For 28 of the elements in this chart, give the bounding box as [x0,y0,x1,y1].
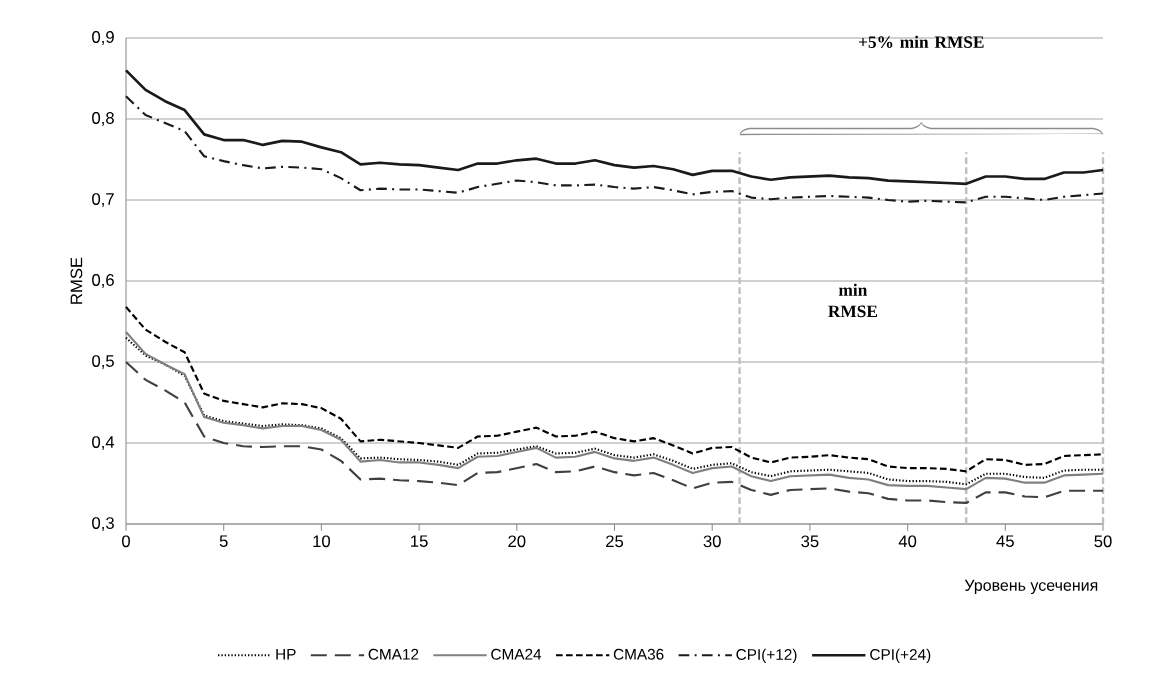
annotation: min RMSE [828,283,878,318]
y-tick-label: 0,8 [92,112,114,126]
legend-label: CMA12 [368,648,419,660]
x-tick-label: 25 [606,535,624,548]
legend-label: CMA36 [613,648,664,660]
x-tick-label: 20 [508,535,526,548]
x-tick-label: 15 [411,535,428,548]
y-tick-label: 0,6 [92,274,114,288]
y-tick-label: 0,5 [92,355,114,369]
legend-label: CMA24 [491,648,542,660]
x-tick-label: 45 [996,535,1014,548]
y-tick-label: 0,7 [92,193,114,207]
x-axis-title: Уровень усечения [964,579,1098,595]
x-tick-label: 35 [801,535,819,548]
annotation: +5% min RMSE [859,35,984,48]
x-tick-label: 5 [219,535,228,548]
y-tick-label: 0,9 [92,31,114,45]
legend-label: CPI(+24) [870,648,931,663]
y-tick-label: 0,4 [92,436,115,450]
x-tick-label: 50 [1094,535,1112,548]
x-tick-label: 0 [122,535,130,548]
legend-label: HP [276,648,296,660]
y-tick-label: 0,3 [92,517,114,531]
legend-label: CPI(+12) [736,648,797,663]
x-tick-label: 30 [703,535,721,548]
y-axis-title: RMSE [70,257,83,304]
x-tick-label: 40 [898,535,917,548]
x-tick-label: 10 [313,535,331,548]
